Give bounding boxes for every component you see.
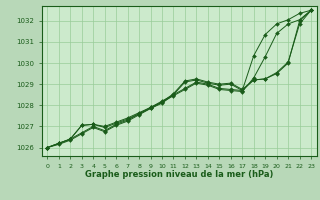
X-axis label: Graphe pression niveau de la mer (hPa): Graphe pression niveau de la mer (hPa) xyxy=(85,170,273,179)
